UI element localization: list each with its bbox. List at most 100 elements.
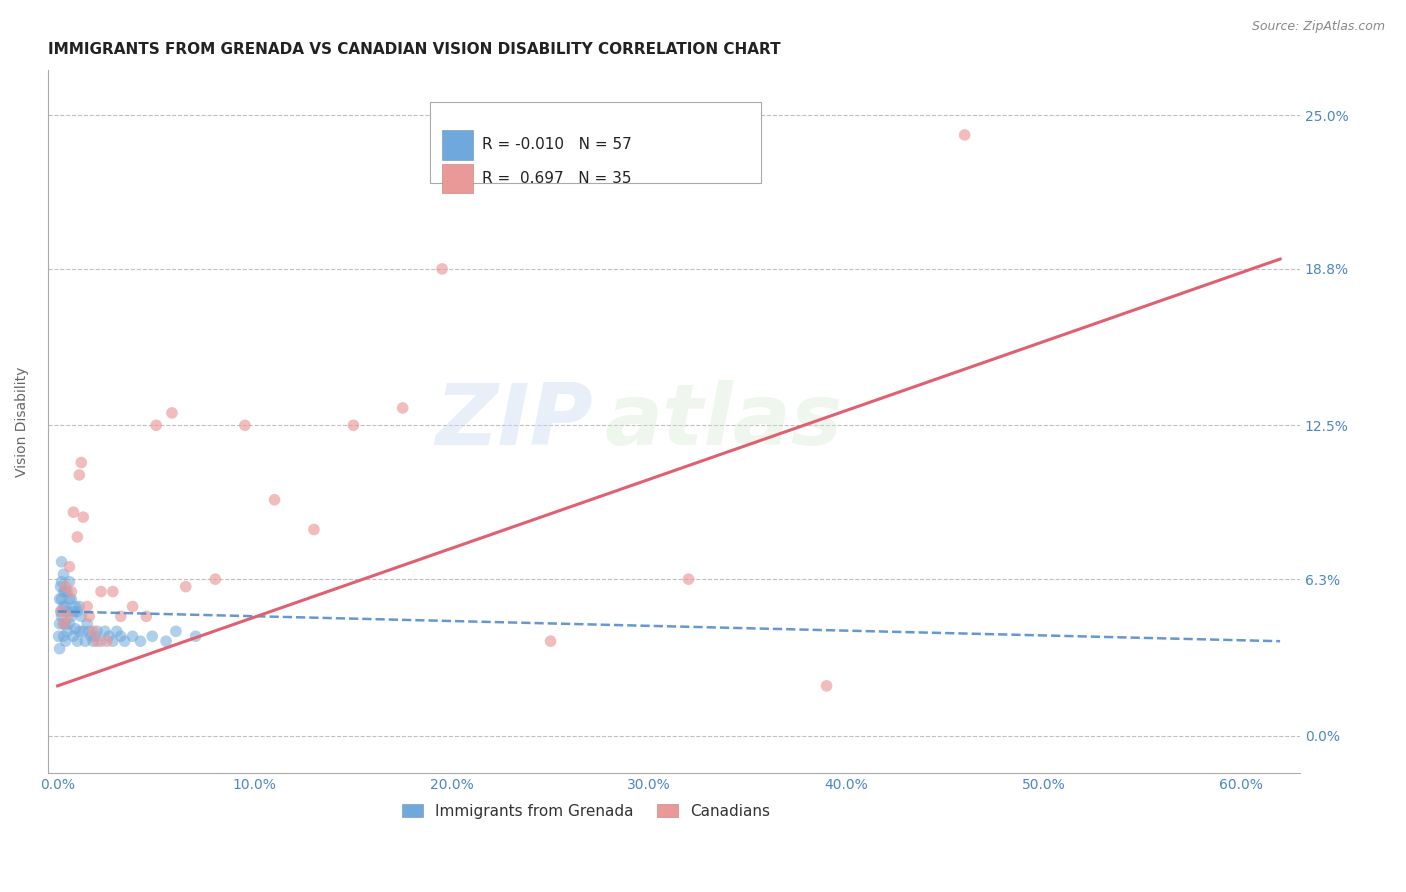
Point — [49, 580, 72, 594]
Point — [76, 616, 98, 631]
Point — [82, 634, 104, 648]
Point — [184, 629, 207, 643]
Point — [233, 418, 256, 433]
Point — [66, 530, 89, 544]
Point — [51, 592, 73, 607]
Point — [56, 584, 79, 599]
Point — [48, 592, 70, 607]
Point — [84, 629, 107, 643]
Point — [105, 624, 128, 639]
Point — [67, 624, 90, 639]
Point — [391, 401, 413, 415]
Point — [82, 624, 104, 639]
Point — [342, 418, 364, 433]
Point — [55, 584, 77, 599]
Point — [815, 679, 838, 693]
Point — [51, 604, 73, 618]
Point — [86, 634, 108, 648]
Point — [52, 599, 75, 614]
Point — [58, 574, 80, 589]
Point — [86, 624, 108, 639]
Point — [56, 609, 79, 624]
Point — [72, 624, 94, 639]
Point — [55, 599, 77, 614]
Point — [55, 580, 77, 594]
Point — [953, 128, 976, 142]
Point — [48, 641, 70, 656]
Point — [65, 599, 87, 614]
Point — [52, 616, 75, 631]
Point — [62, 629, 84, 643]
Point — [121, 599, 143, 614]
Point — [70, 609, 93, 624]
Point — [129, 634, 152, 648]
Point — [60, 609, 83, 624]
Point — [94, 624, 117, 639]
Point — [70, 456, 93, 470]
Text: R =  0.697   N = 35: R = 0.697 N = 35 — [482, 171, 631, 186]
Point — [430, 262, 453, 277]
Point — [51, 609, 73, 624]
Point — [110, 629, 132, 643]
Point — [60, 584, 83, 599]
Point — [96, 634, 118, 648]
Point — [72, 510, 94, 524]
Point — [65, 622, 87, 636]
Point — [48, 616, 70, 631]
Point — [56, 604, 79, 618]
Point — [67, 467, 90, 482]
Point — [160, 406, 183, 420]
Point — [114, 634, 136, 648]
Point — [52, 629, 75, 643]
FancyBboxPatch shape — [441, 130, 474, 160]
Point — [60, 592, 83, 607]
Point — [77, 624, 100, 639]
Point — [51, 555, 73, 569]
Point — [49, 604, 72, 618]
Text: IMMIGRANTS FROM GRENADA VS CANADIAN VISION DISABILITY CORRELATION CHART: IMMIGRANTS FROM GRENADA VS CANADIAN VISI… — [48, 42, 780, 57]
Point — [66, 604, 89, 618]
Point — [62, 505, 84, 519]
Text: R = -0.010   N = 57: R = -0.010 N = 57 — [482, 137, 631, 153]
Point — [135, 609, 157, 624]
Point — [80, 629, 103, 643]
Point — [121, 629, 143, 643]
FancyBboxPatch shape — [430, 102, 762, 183]
Point — [52, 567, 75, 582]
Point — [678, 572, 700, 586]
Point — [101, 634, 124, 648]
Point — [540, 634, 562, 648]
Point — [58, 592, 80, 607]
Point — [52, 584, 75, 599]
Point — [58, 559, 80, 574]
Point — [101, 584, 124, 599]
Point — [90, 584, 112, 599]
Point — [302, 523, 325, 537]
Point — [67, 599, 90, 614]
Point — [62, 604, 84, 618]
Point — [52, 616, 75, 631]
Point — [76, 599, 98, 614]
Point — [56, 624, 79, 639]
Point — [55, 616, 77, 631]
Point — [155, 634, 177, 648]
FancyBboxPatch shape — [441, 164, 474, 194]
Legend: Immigrants from Grenada, Canadians: Immigrants from Grenada, Canadians — [395, 797, 776, 825]
Point — [174, 580, 197, 594]
Point — [165, 624, 187, 639]
Point — [66, 634, 89, 648]
Y-axis label: Vision Disability: Vision Disability — [15, 367, 30, 476]
Point — [55, 634, 77, 648]
Point — [77, 609, 100, 624]
Text: atlas: atlas — [605, 380, 844, 463]
Point — [204, 572, 226, 586]
Point — [48, 629, 70, 643]
Point — [58, 616, 80, 631]
Point — [110, 609, 132, 624]
Point — [75, 634, 97, 648]
Point — [90, 634, 112, 648]
Text: Source: ZipAtlas.com: Source: ZipAtlas.com — [1251, 20, 1385, 33]
Point — [51, 574, 73, 589]
Point — [145, 418, 167, 433]
Text: ZIP: ZIP — [434, 380, 592, 463]
